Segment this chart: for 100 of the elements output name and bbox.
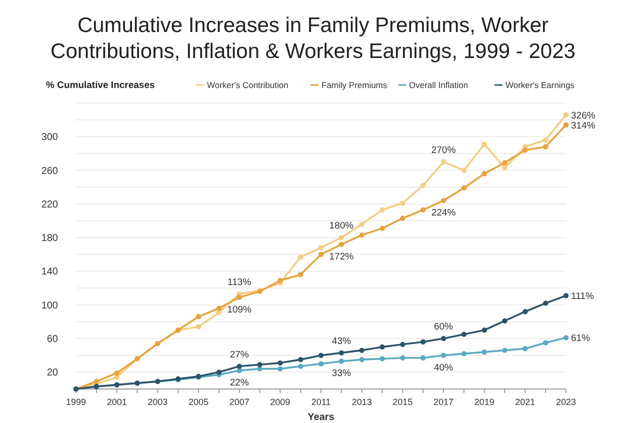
point [502, 318, 508, 324]
point [440, 159, 446, 164]
point [400, 200, 406, 206]
y-tick-label: 260 [41, 166, 58, 177]
x-tick-label: 2005 [188, 397, 209, 407]
point [502, 160, 508, 166]
x-axis-title: Years [308, 412, 335, 423]
point [563, 335, 569, 340]
annotation: 61% [571, 333, 591, 344]
x-tick-label: 2013 [352, 397, 372, 407]
point [440, 336, 446, 342]
point [440, 352, 446, 358]
point [502, 165, 508, 170]
chart-title: Cumulative Increases in Family Premiums, Worker Contributions, Inflation & Workers Earnings, 1999 - 2023 [50, 14, 576, 63]
point [563, 293, 569, 298]
point [400, 342, 406, 348]
annotation: 60% [434, 322, 454, 333]
point [359, 222, 364, 227]
y-tick-label: 140 [41, 266, 58, 278]
annotation: 113% [228, 276, 252, 288]
point [542, 137, 548, 143]
x-tick-label: 2015 [392, 397, 413, 407]
point [461, 351, 467, 356]
point [298, 254, 304, 260]
x-tick-label: 2007 [229, 397, 250, 407]
annotation: 109% [227, 304, 252, 316]
point [420, 339, 426, 344]
point [542, 300, 548, 306]
point [298, 364, 304, 369]
x-tick-label: 2011 [311, 397, 331, 407]
point [482, 328, 487, 333]
point [359, 348, 364, 353]
annotation: 224% [431, 208, 456, 219]
y-axis-title: % Cumulative Increases [46, 80, 155, 91]
point [318, 352, 324, 358]
point [338, 242, 344, 247]
point [522, 148, 528, 153]
point [482, 171, 487, 176]
x-tick-label: 1999 [66, 397, 86, 407]
point [380, 344, 385, 350]
point [482, 142, 487, 147]
point [380, 356, 385, 362]
y-tick-label: 60 [46, 334, 58, 346]
point [216, 370, 222, 375]
annotation: 270% [431, 144, 456, 156]
point [400, 355, 406, 360]
y-tick-label: 20 [46, 368, 58, 379]
point [196, 314, 202, 320]
x-tick-label: 2017 [433, 397, 454, 407]
legend-label: Worker's Contribution [207, 80, 289, 90]
point [461, 332, 467, 337]
point [278, 360, 283, 366]
point [502, 348, 508, 353]
x-tick-label: 2001 [106, 397, 127, 407]
point [257, 366, 262, 372]
point [359, 356, 364, 362]
point [440, 198, 446, 204]
point [216, 306, 222, 311]
point [338, 350, 344, 356]
legend-label: Overall Inflation [409, 80, 468, 90]
x-tick-label: 2009 [270, 397, 290, 407]
point [94, 378, 100, 384]
annotation: 22% [230, 377, 250, 388]
point [420, 182, 426, 188]
point [563, 112, 569, 118]
point [318, 245, 324, 250]
point [338, 358, 344, 364]
legend-label: Family Premiums [322, 80, 388, 90]
point [563, 122, 569, 128]
point [278, 278, 283, 284]
y-tick-label: 100 [41, 300, 58, 312]
point [542, 340, 548, 346]
point [318, 252, 324, 258]
point [420, 207, 426, 212]
y-tick-label: 220 [41, 199, 58, 210]
point [542, 144, 548, 150]
point [461, 168, 467, 173]
point [257, 362, 262, 368]
annotation: 172% [329, 251, 354, 262]
annotation: 27% [230, 349, 250, 360]
point [380, 226, 385, 231]
annotation: 33% [332, 368, 352, 380]
y-tick-label: 180 [41, 233, 58, 244]
legend-label: Worker's Earnings [506, 80, 575, 90]
point [278, 366, 283, 372]
point [196, 324, 202, 330]
annotation: 314% [571, 120, 596, 132]
point [482, 349, 487, 355]
annotation: 43% [332, 336, 352, 347]
x-tick-label: 2019 [474, 397, 494, 407]
point [298, 272, 304, 278]
point [420, 355, 426, 360]
point [318, 361, 324, 366]
annotation: 40% [434, 362, 454, 374]
annotation: 180% [329, 220, 354, 232]
point [359, 232, 364, 238]
point [298, 356, 304, 362]
point [400, 216, 406, 221]
point [522, 309, 528, 314]
point [380, 207, 385, 212]
